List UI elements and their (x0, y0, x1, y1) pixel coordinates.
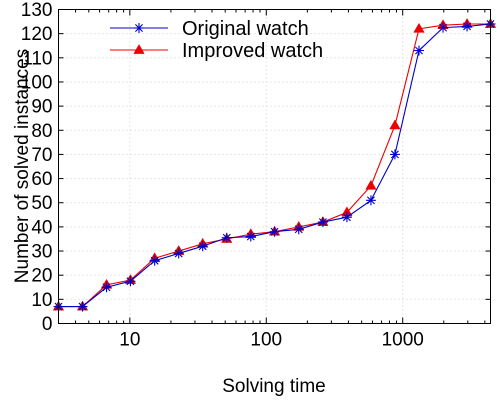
data-point (365, 179, 377, 190)
data-point (149, 255, 160, 266)
x-tick-label: 100 (250, 330, 282, 351)
data-point (293, 224, 304, 235)
legend-entry: Original watch (110, 18, 309, 40)
data-point (317, 217, 328, 228)
data-point (413, 45, 424, 56)
y-axis-title: Number of solved instances (12, 49, 33, 283)
data-point (197, 241, 208, 252)
y-tick-label: 20 (31, 266, 52, 287)
data-point (101, 282, 112, 293)
data-point (438, 22, 449, 33)
y-tick-label: 80 (31, 121, 52, 142)
y-tick-label: 10 (31, 290, 52, 311)
series-line (58, 23, 491, 308)
y-tick-label: 30 (31, 242, 52, 263)
data-point (269, 226, 280, 237)
x-tick-label: 1000 (382, 330, 424, 351)
data-point (462, 21, 473, 32)
legend-label: Original watch (182, 18, 309, 40)
grid (58, 9, 491, 324)
y-tick-label: 0 (42, 314, 53, 335)
data-point (245, 231, 256, 242)
series-original-watch (53, 18, 496, 312)
x-axis-title: Solving time (222, 376, 326, 397)
y-tick-label: 90 (31, 97, 52, 118)
y-tick-label: 120 (21, 24, 53, 45)
data-point (221, 232, 232, 243)
series-line (58, 23, 491, 308)
data-point (413, 22, 425, 33)
legend-label: Improved watch (182, 40, 323, 62)
data-point (125, 276, 136, 287)
data-point (389, 119, 401, 130)
y-ticks: 0 10 20 30 40 50 60 70 80 90 100 110 120 130 (21, 0, 491, 335)
data-point (341, 212, 352, 223)
y-tick-label: 100 (21, 72, 53, 93)
y-tick-label: 130 (21, 0, 53, 21)
plot-frame (58, 9, 491, 324)
data-point (173, 248, 184, 259)
y-tick-label: 70 (31, 145, 52, 166)
data-point (389, 149, 400, 160)
data-point (134, 23, 144, 33)
y-tick-label: 50 (31, 193, 52, 214)
series-layer (52, 17, 497, 312)
series-improved-watch (52, 17, 497, 311)
data-point (365, 195, 376, 206)
data-point (133, 43, 145, 54)
y-tick-label: 40 (31, 217, 52, 238)
y-tick-label: 110 (22, 48, 52, 69)
legend-entry: Improved watch (110, 40, 323, 62)
y-tick-label: 60 (31, 169, 52, 190)
x-tick-label: 10 (119, 330, 140, 351)
data-point (77, 301, 88, 312)
